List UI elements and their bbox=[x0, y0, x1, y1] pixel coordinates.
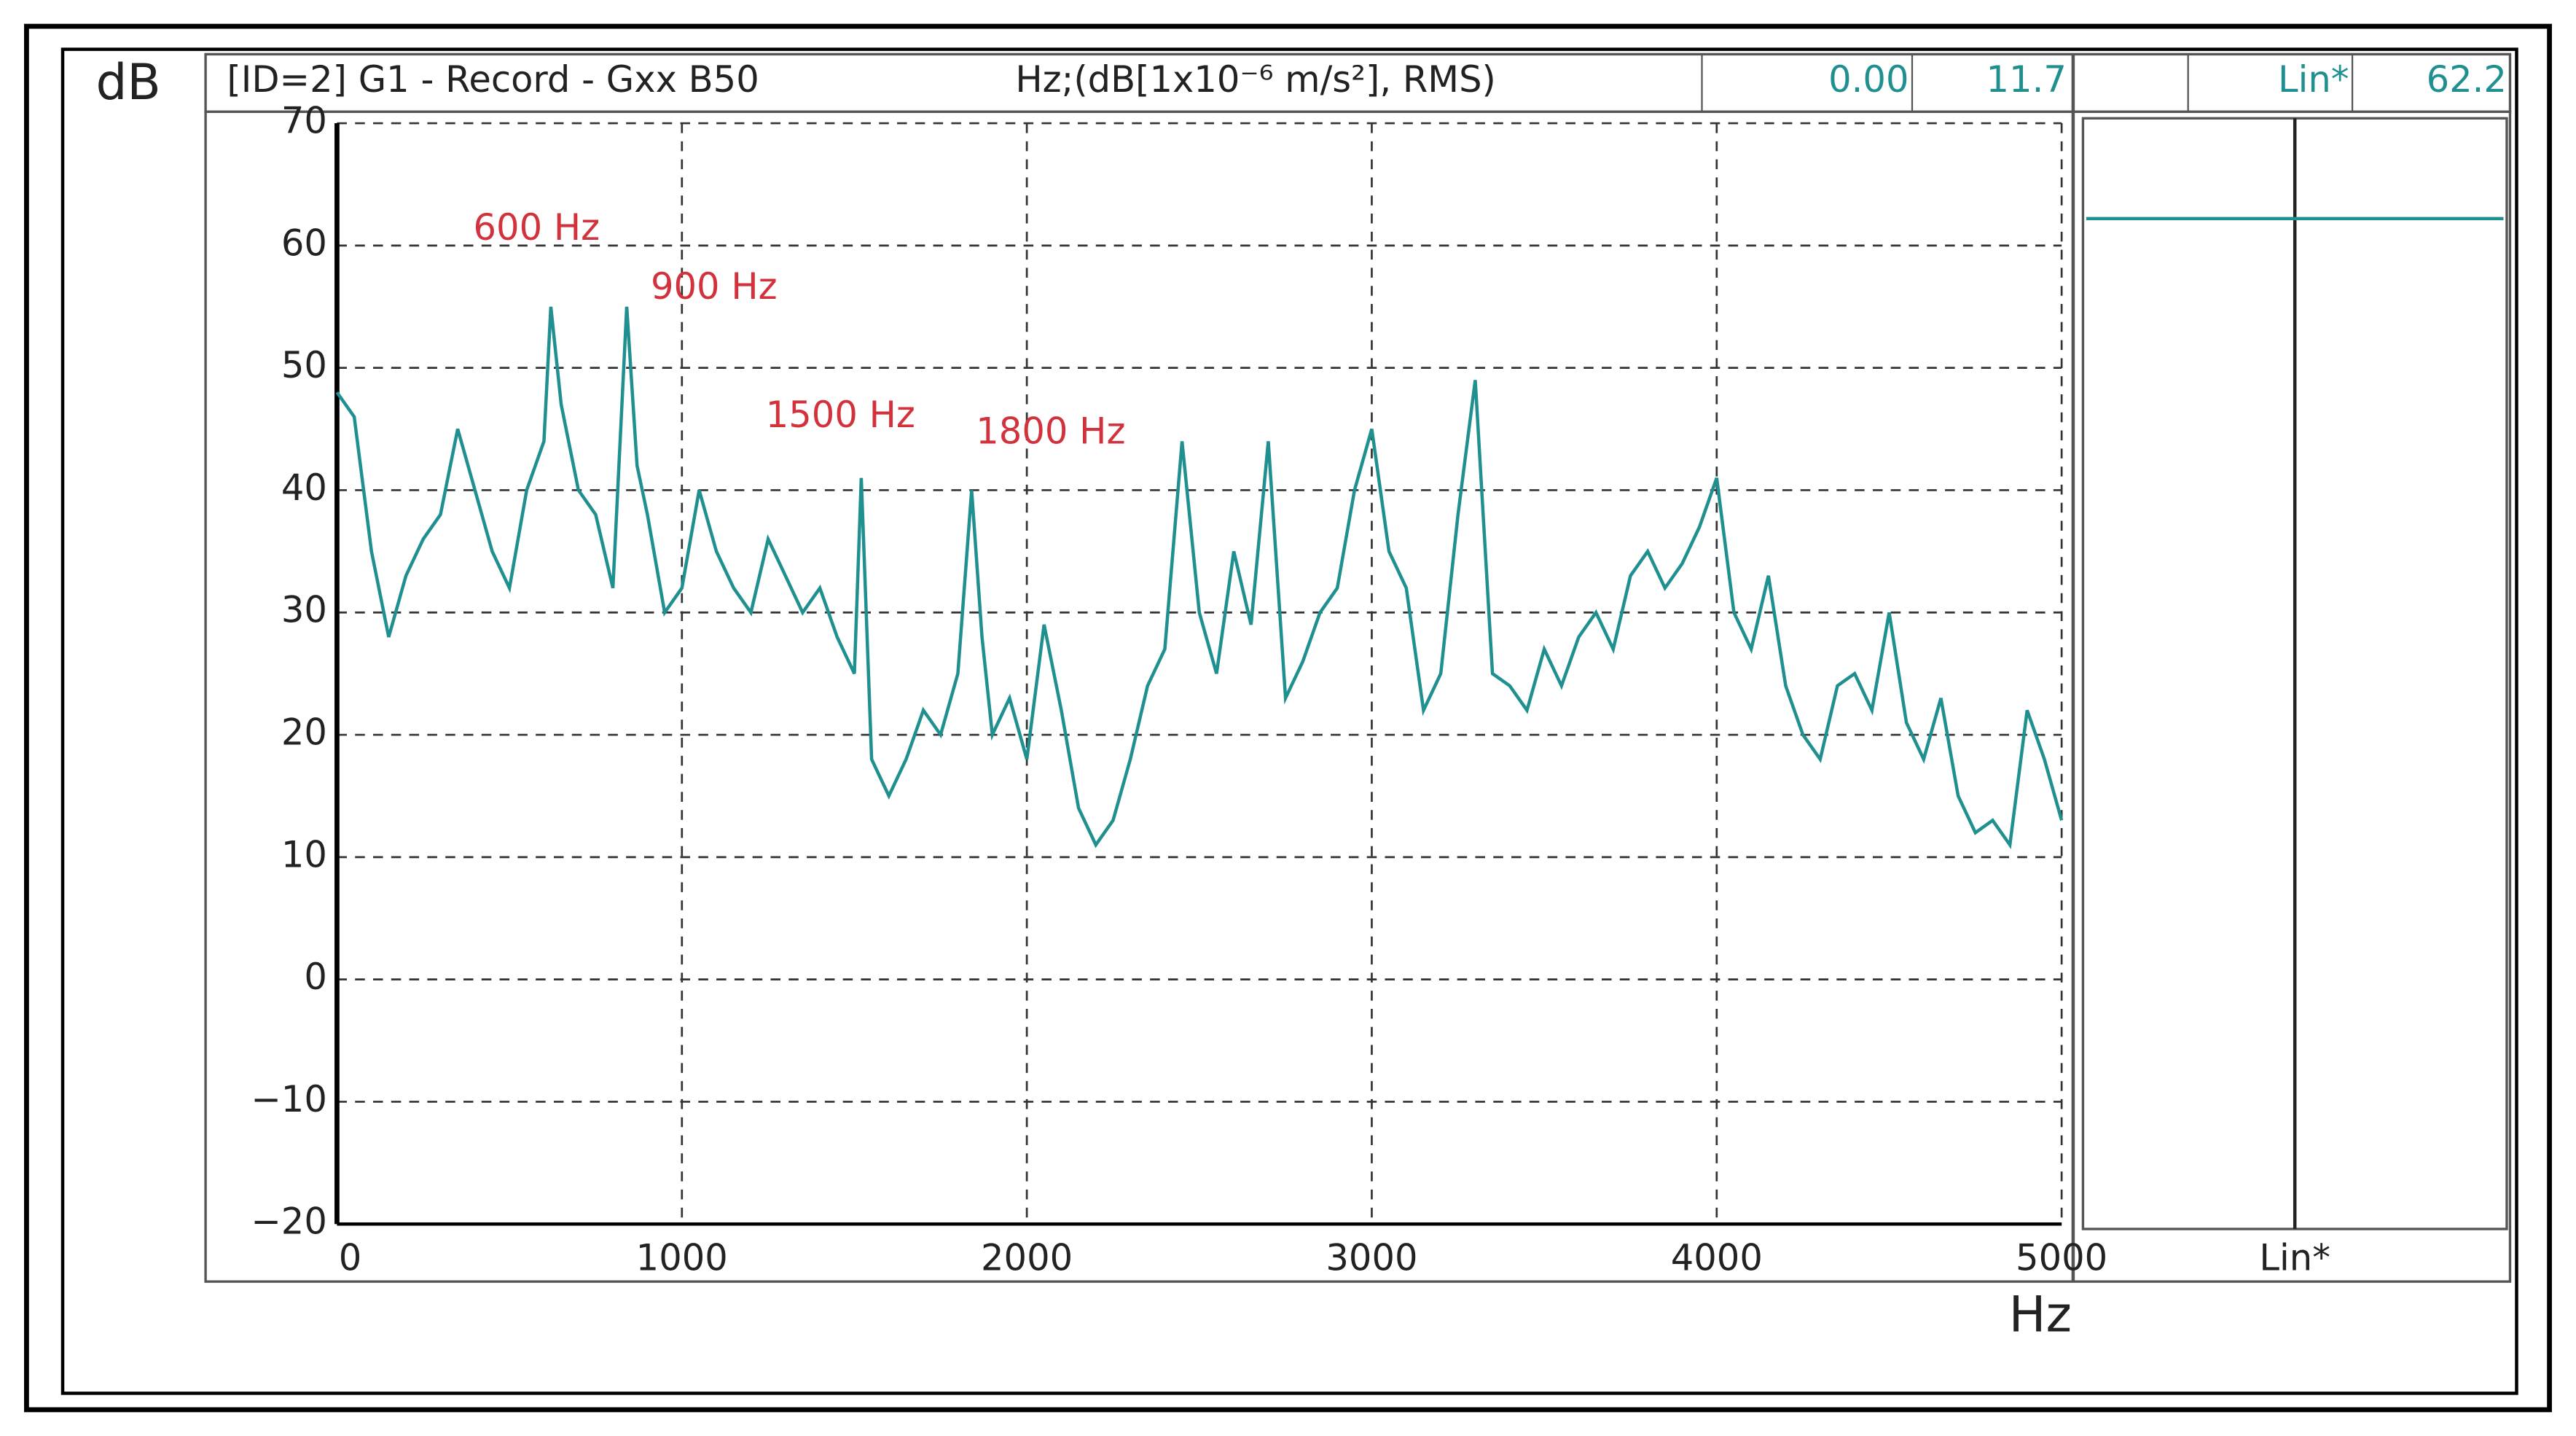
inner-frame bbox=[60, 47, 2518, 1395]
y-tick-label: 60 bbox=[281, 222, 327, 264]
x-tick-label: 3000 bbox=[1326, 1236, 1417, 1279]
y-tick-label: 10 bbox=[281, 833, 327, 875]
peak-annotation: 1500 Hz bbox=[766, 394, 915, 436]
plot-frame bbox=[204, 110, 2512, 1283]
y-tick-label: 50 bbox=[281, 344, 327, 386]
y-tick-label: 70 bbox=[281, 100, 327, 142]
peak-annotation: 600 Hz bbox=[474, 206, 600, 249]
readout: 11.7 bbox=[1986, 58, 2067, 101]
y-tick-label: 30 bbox=[281, 589, 327, 631]
y-tick-label: 0 bbox=[304, 956, 327, 998]
spectrum-line bbox=[335, 306, 2064, 850]
side-value: 62.2 bbox=[2427, 58, 2507, 101]
x-tick-label: 1000 bbox=[636, 1236, 728, 1279]
peak-annotation: 1800 Hz bbox=[976, 410, 1125, 453]
readout: 0.00 bbox=[1828, 58, 1908, 101]
x-tick-label: 4000 bbox=[1671, 1236, 1763, 1279]
outer-frame bbox=[24, 23, 2552, 1413]
y-tick-label: 40 bbox=[281, 467, 327, 509]
x-tick-label: 0 bbox=[339, 1236, 362, 1279]
header-units: Hz;(dB[1x10⁻⁶ m/s²], RMS) bbox=[1015, 58, 1496, 101]
x-axis-label: Hz bbox=[2009, 1285, 2072, 1343]
header-title: [ID=2] G1 - Record - Gxx B50 bbox=[227, 58, 759, 101]
y-tick-label: −10 bbox=[251, 1078, 327, 1120]
y-axis-label: dB bbox=[96, 53, 161, 111]
side-axis-label: Lin* bbox=[2259, 1236, 2330, 1279]
side-label: Lin* bbox=[2278, 58, 2349, 101]
peak-annotation: 900 Hz bbox=[651, 265, 778, 308]
y-tick-label: −20 bbox=[251, 1201, 327, 1243]
y-tick-label: 20 bbox=[281, 711, 327, 754]
x-tick-label: 2000 bbox=[981, 1236, 1073, 1279]
x-tick-label: 5000 bbox=[2016, 1236, 2107, 1279]
